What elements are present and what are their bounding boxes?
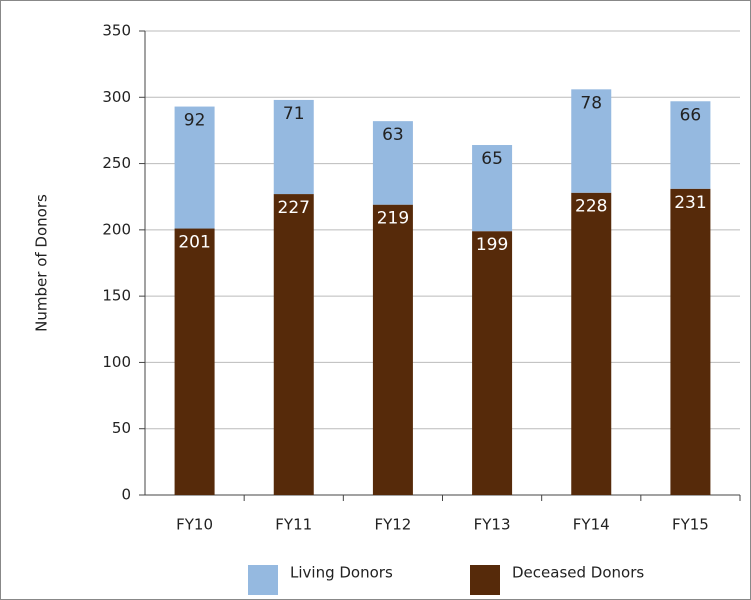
x-tick-label: FY14 bbox=[573, 516, 610, 534]
legend-swatch bbox=[470, 565, 500, 595]
bar-segment bbox=[571, 89, 612, 193]
bar-segment bbox=[670, 188, 711, 495]
data-label: 201 bbox=[178, 233, 210, 253]
data-label: 228 bbox=[575, 197, 607, 217]
x-tick-label: FY12 bbox=[374, 516, 411, 534]
data-label: 71 bbox=[283, 104, 305, 124]
y-tick-label: 300 bbox=[102, 88, 131, 106]
y-tick-label: 100 bbox=[102, 353, 131, 371]
y-tick-label: 350 bbox=[102, 22, 131, 40]
y-tick-label: 0 bbox=[121, 486, 131, 504]
data-label: 63 bbox=[382, 125, 404, 145]
bar-segment bbox=[372, 121, 413, 205]
bar-segment bbox=[174, 106, 215, 229]
bar-segment bbox=[472, 231, 513, 495]
x-tick-label: FY15 bbox=[672, 516, 709, 534]
y-tick-label: 50 bbox=[112, 419, 131, 437]
data-label: 227 bbox=[278, 198, 310, 218]
bar-segment bbox=[670, 101, 711, 189]
y-tick-label: 250 bbox=[102, 154, 131, 172]
data-label: 66 bbox=[680, 105, 702, 125]
data-label: 92 bbox=[184, 111, 206, 131]
y-axis-label: Number of Donors bbox=[33, 194, 51, 332]
data-label: 78 bbox=[580, 93, 602, 113]
data-label: 231 bbox=[674, 193, 706, 213]
legend-label: Living Donors bbox=[290, 564, 393, 582]
bar-segment bbox=[174, 228, 215, 495]
data-label: 65 bbox=[481, 149, 503, 169]
bar-segment bbox=[472, 145, 513, 232]
y-tick-label: 200 bbox=[102, 220, 131, 238]
bar-segment bbox=[273, 194, 314, 495]
x-tick-label: FY13 bbox=[474, 516, 511, 534]
legend-swatch bbox=[248, 565, 278, 595]
x-tick-label: FY10 bbox=[176, 516, 213, 534]
data-label: 219 bbox=[377, 209, 409, 229]
bar-segment bbox=[273, 99, 314, 195]
bar-segment bbox=[372, 204, 413, 495]
data-label: 199 bbox=[476, 235, 508, 255]
x-tick-label: FY11 bbox=[275, 516, 312, 534]
y-tick-label: 150 bbox=[102, 287, 131, 305]
bar-segment bbox=[571, 192, 612, 496]
legend-label: Deceased Donors bbox=[512, 564, 644, 582]
